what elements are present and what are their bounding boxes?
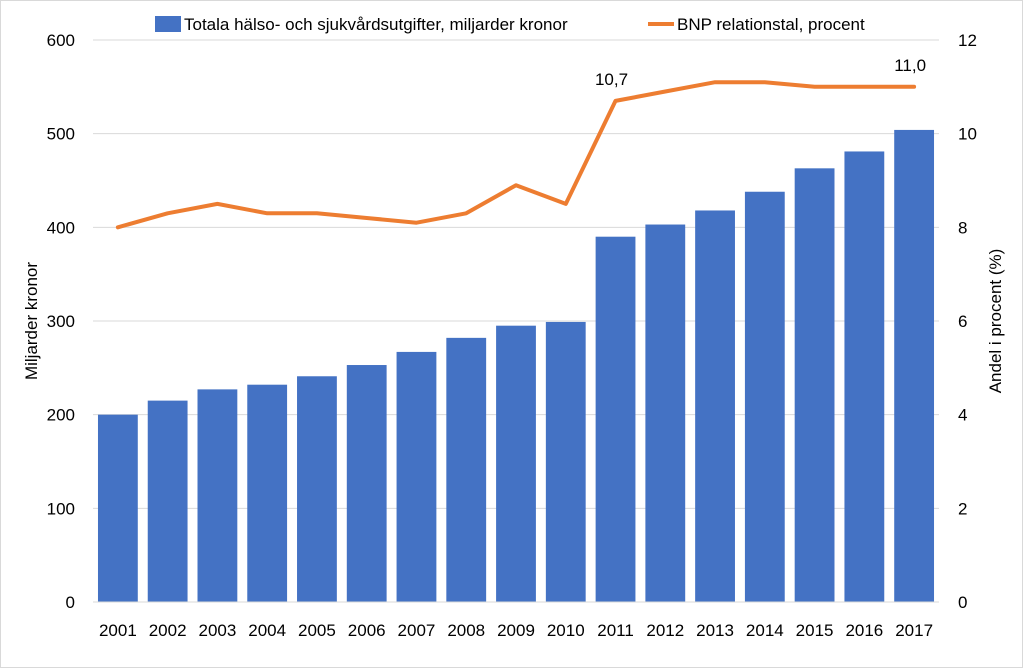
data-label: 11,0	[894, 56, 926, 75]
bar	[297, 376, 337, 602]
y-tick-label: 500	[47, 125, 75, 144]
y-tick-label: 0	[66, 593, 75, 612]
x-tick-label: 2012	[646, 621, 684, 640]
x-tick-label: 2006	[348, 621, 386, 640]
x-tick-label: 2001	[99, 621, 137, 640]
y-tick-label: 600	[47, 31, 75, 50]
y-tick-label: 100	[47, 499, 75, 518]
legend-label-line: BNP relationstal, procent	[677, 15, 865, 34]
x-tick-label: 2016	[845, 621, 883, 640]
bar	[894, 129, 935, 603]
legend-swatch-bar	[155, 16, 181, 32]
bar	[744, 191, 785, 603]
y2-tick-label: 12	[958, 31, 977, 50]
x-tick-label: 2004	[248, 621, 286, 640]
y2-tick-label: 0	[958, 593, 967, 612]
x-tick-label: 2013	[696, 621, 734, 640]
bar-series	[97, 129, 935, 603]
y2-axis-title: Andel i procent (%)	[986, 249, 1005, 394]
x-tick-label: 2014	[746, 621, 784, 640]
x-tick-label: 2017	[895, 621, 933, 640]
y-tick-label: 200	[47, 406, 75, 425]
bar	[247, 384, 288, 602]
y2-tick-label: 4	[958, 406, 967, 425]
bar	[147, 400, 188, 602]
x-tick-label: 2009	[497, 621, 535, 640]
y2-tick-label: 10	[958, 125, 977, 144]
bar	[496, 325, 536, 602]
bar	[346, 365, 387, 602]
y2-tick-label: 6	[958, 312, 967, 331]
legend-label-bar: Totala hälso- och sjukvårdsutgifter, mil…	[184, 15, 568, 34]
x-tick-label: 2008	[447, 621, 485, 640]
x-tick-label: 2011	[597, 621, 634, 640]
bar	[695, 210, 735, 602]
y-axis-title: Miljarder kronor	[22, 262, 41, 380]
line-series	[115, 80, 917, 230]
y-tick-label: 400	[47, 218, 75, 237]
x-tick-label: 2010	[547, 621, 585, 640]
series-line	[115, 80, 917, 230]
bar	[446, 337, 487, 602]
bar	[197, 389, 238, 602]
x-tick-label: 2003	[198, 621, 236, 640]
bar	[97, 414, 138, 602]
bar	[844, 151, 885, 603]
x-tick-label: 2007	[398, 621, 436, 640]
axes: 0 100 200 300 400 500 600 0 2 4 6 8 10 12 2001 2002 2003…	[22, 31, 1005, 640]
bar	[794, 168, 835, 602]
y-tick-label: 300	[47, 312, 75, 331]
x-tick-label: 2002	[149, 621, 187, 640]
bar	[595, 236, 636, 602]
legend: Totala hälso- och sjukvårdsutgifter, mil…	[155, 15, 865, 34]
data-label: 10,7	[595, 70, 628, 89]
x-tick-label: 2005	[298, 621, 336, 640]
x-tick-label: 2015	[796, 621, 834, 640]
bar	[545, 321, 586, 602]
data-labels: 10,7 11,0	[595, 56, 926, 89]
y2-tick-label: 8	[958, 218, 967, 237]
bar	[645, 224, 686, 603]
bar	[396, 351, 437, 602]
y2-tick-label: 2	[958, 499, 967, 518]
